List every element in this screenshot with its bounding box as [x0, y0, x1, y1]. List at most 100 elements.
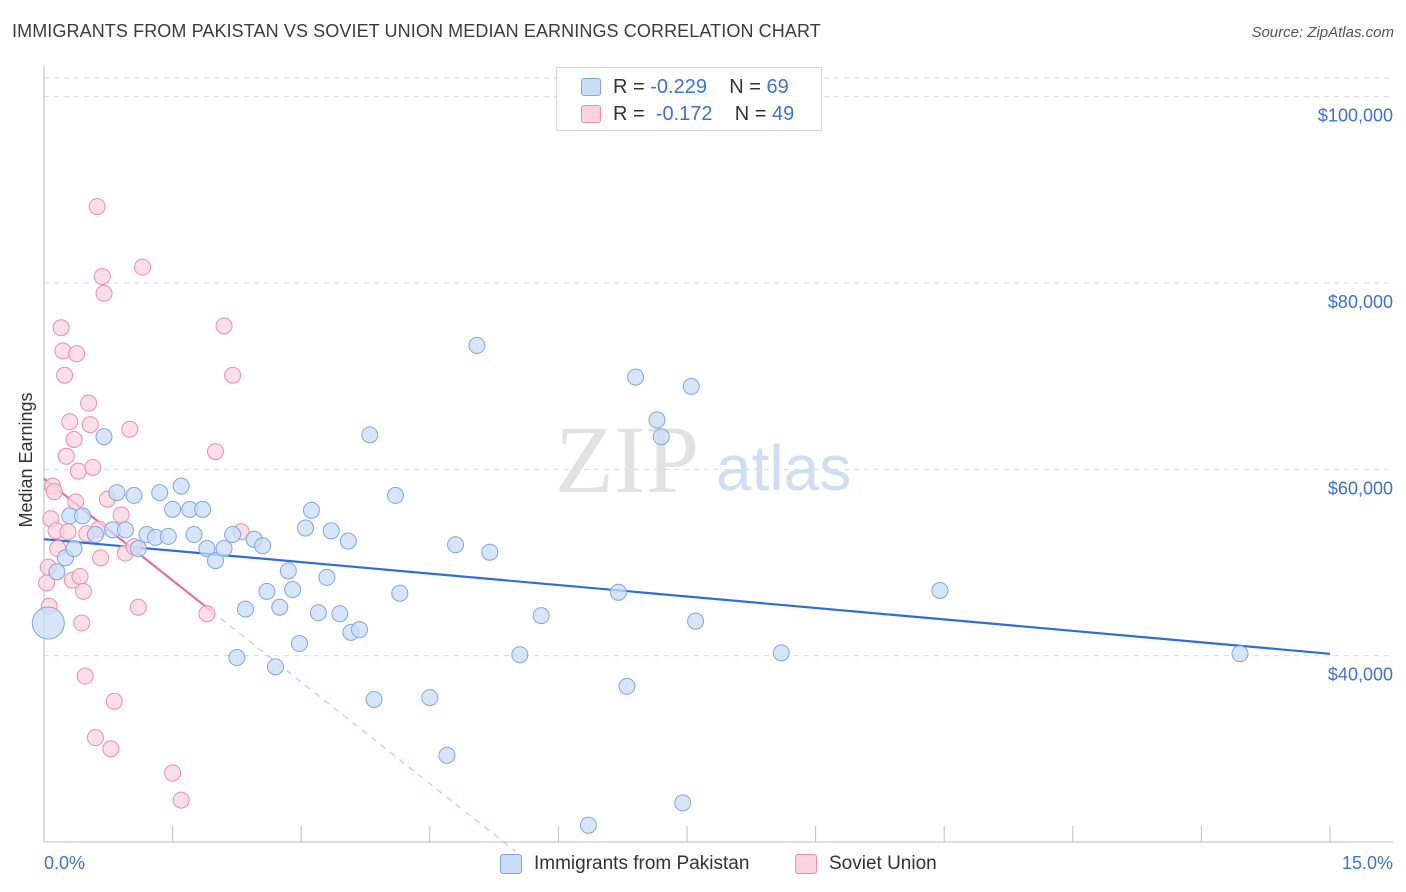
data-point-pakistan — [652, 428, 670, 446]
data-point-pakistan — [129, 540, 147, 558]
n-value: 49 — [772, 102, 795, 125]
legend-label-soviet: Soviet Union — [829, 853, 937, 874]
n-label: N = — [729, 75, 761, 98]
x-tick-label: 15.0% — [1342, 853, 1393, 873]
data-point-pakistan — [687, 612, 705, 630]
legend-item-pakistan[interactable]: Immigrants from Pakistan — [500, 851, 749, 877]
data-point-pakistan — [290, 635, 308, 653]
watermark-atlas: atlas — [716, 432, 851, 504]
data-point-pakistan — [279, 562, 297, 580]
data-point-pakistan — [198, 540, 216, 558]
data-point-pakistan — [931, 581, 949, 599]
legend-swatch-soviet — [581, 105, 601, 123]
r-label: R = — [613, 75, 645, 98]
data-point-pakistan — [318, 568, 336, 586]
watermark-zip: ZIP — [555, 406, 699, 513]
data-point-soviet — [206, 443, 224, 461]
watermark: ZIP atlas — [555, 406, 851, 513]
data-point-soviet — [45, 483, 63, 501]
data-point-soviet — [57, 447, 75, 465]
data-point-pakistan — [511, 646, 529, 664]
data-point-pakistan — [365, 690, 383, 708]
data-point-pakistan — [391, 584, 409, 602]
data-point-soviet — [93, 267, 111, 285]
legend-swatch-pakistan — [500, 854, 522, 874]
data-point-pakistan — [194, 500, 212, 518]
data-points — [31, 198, 1249, 834]
data-point-soviet — [88, 198, 106, 216]
stats-legend: R = -0.229 N = 69 R = -0.172 N = 49 — [556, 67, 822, 131]
data-point-pakistan — [532, 607, 550, 625]
data-point-soviet — [65, 431, 83, 449]
data-point-soviet — [215, 317, 233, 335]
data-point-pakistan — [164, 500, 182, 518]
data-point-pakistan — [309, 604, 327, 622]
data-point-pakistan — [108, 484, 126, 502]
trend-line-pakistan — [43, 538, 1331, 655]
stats-legend-row-pakistan: R = -0.229 N = 69 — [581, 75, 789, 99]
data-point-soviet — [92, 549, 110, 567]
data-point-pakistan — [421, 689, 439, 707]
data-point-soviet — [74, 582, 92, 600]
data-point-soviet — [129, 598, 147, 616]
data-point-pakistan — [331, 605, 349, 623]
data-point-pakistan — [339, 532, 357, 550]
data-point-pakistan — [387, 486, 405, 504]
data-point-pakistan — [296, 519, 314, 537]
data-point-pakistan — [438, 746, 456, 764]
data-point-soviet — [54, 342, 72, 360]
grid-lines — [44, 77, 1393, 657]
data-point-soviet — [102, 740, 120, 758]
r-label: R = — [613, 102, 645, 125]
data-point-pakistan — [361, 426, 379, 444]
data-point-pakistan — [481, 543, 499, 561]
data-point-pakistan — [468, 336, 486, 354]
data-point-pakistan — [674, 794, 692, 812]
y-axis-label: Median Earnings — [16, 392, 36, 527]
data-point-pakistan — [447, 536, 465, 554]
x-tick-label: 0.0% — [44, 853, 85, 873]
data-point-soviet — [81, 416, 99, 434]
data-point-pakistan — [95, 428, 113, 446]
data-point-pakistan — [627, 368, 645, 386]
data-point-pakistan — [215, 540, 233, 558]
r-value: -0.172 — [655, 102, 713, 125]
n-value: 69 — [766, 75, 789, 98]
data-point-soviet — [68, 345, 86, 363]
y-tick-label: $100,000 — [1318, 106, 1393, 126]
data-point-pakistan — [159, 527, 177, 545]
data-point-pakistan — [284, 581, 302, 599]
data-point-pakistan — [125, 486, 143, 504]
data-point-soviet — [134, 258, 152, 276]
data-point-pakistan — [350, 621, 368, 639]
data-point-pakistan — [228, 649, 246, 667]
data-point-soviet — [52, 319, 70, 337]
data-point-pakistan — [31, 606, 65, 640]
data-point-pakistan — [579, 816, 597, 834]
legend-item-soviet[interactable]: Soviet Union — [795, 851, 937, 877]
data-point-soviet — [95, 284, 113, 302]
data-point-soviet — [86, 729, 104, 747]
data-point-pakistan — [48, 563, 66, 581]
data-point-soviet — [224, 366, 242, 384]
data-point-soviet — [121, 420, 139, 438]
data-point-soviet — [80, 394, 98, 412]
data-point-pakistan — [74, 507, 92, 525]
data-point-soviet — [61, 413, 79, 431]
data-point-pakistan — [1231, 645, 1249, 663]
data-point-pakistan — [266, 658, 284, 676]
data-point-pakistan — [322, 522, 340, 540]
source-label: Source: ZipAtlas.com — [1251, 24, 1394, 41]
legend-swatch-soviet — [795, 854, 817, 874]
data-point-pakistan — [618, 677, 636, 695]
legend-swatch-pakistan — [581, 78, 601, 96]
r-value: -0.229 — [650, 75, 707, 98]
data-point-soviet — [172, 791, 190, 809]
data-point-soviet — [56, 366, 74, 384]
data-point-soviet — [69, 462, 87, 480]
data-point-pakistan — [772, 644, 790, 662]
data-point-soviet — [105, 692, 123, 710]
data-point-pakistan — [65, 540, 83, 558]
data-point-pakistan — [86, 526, 104, 544]
